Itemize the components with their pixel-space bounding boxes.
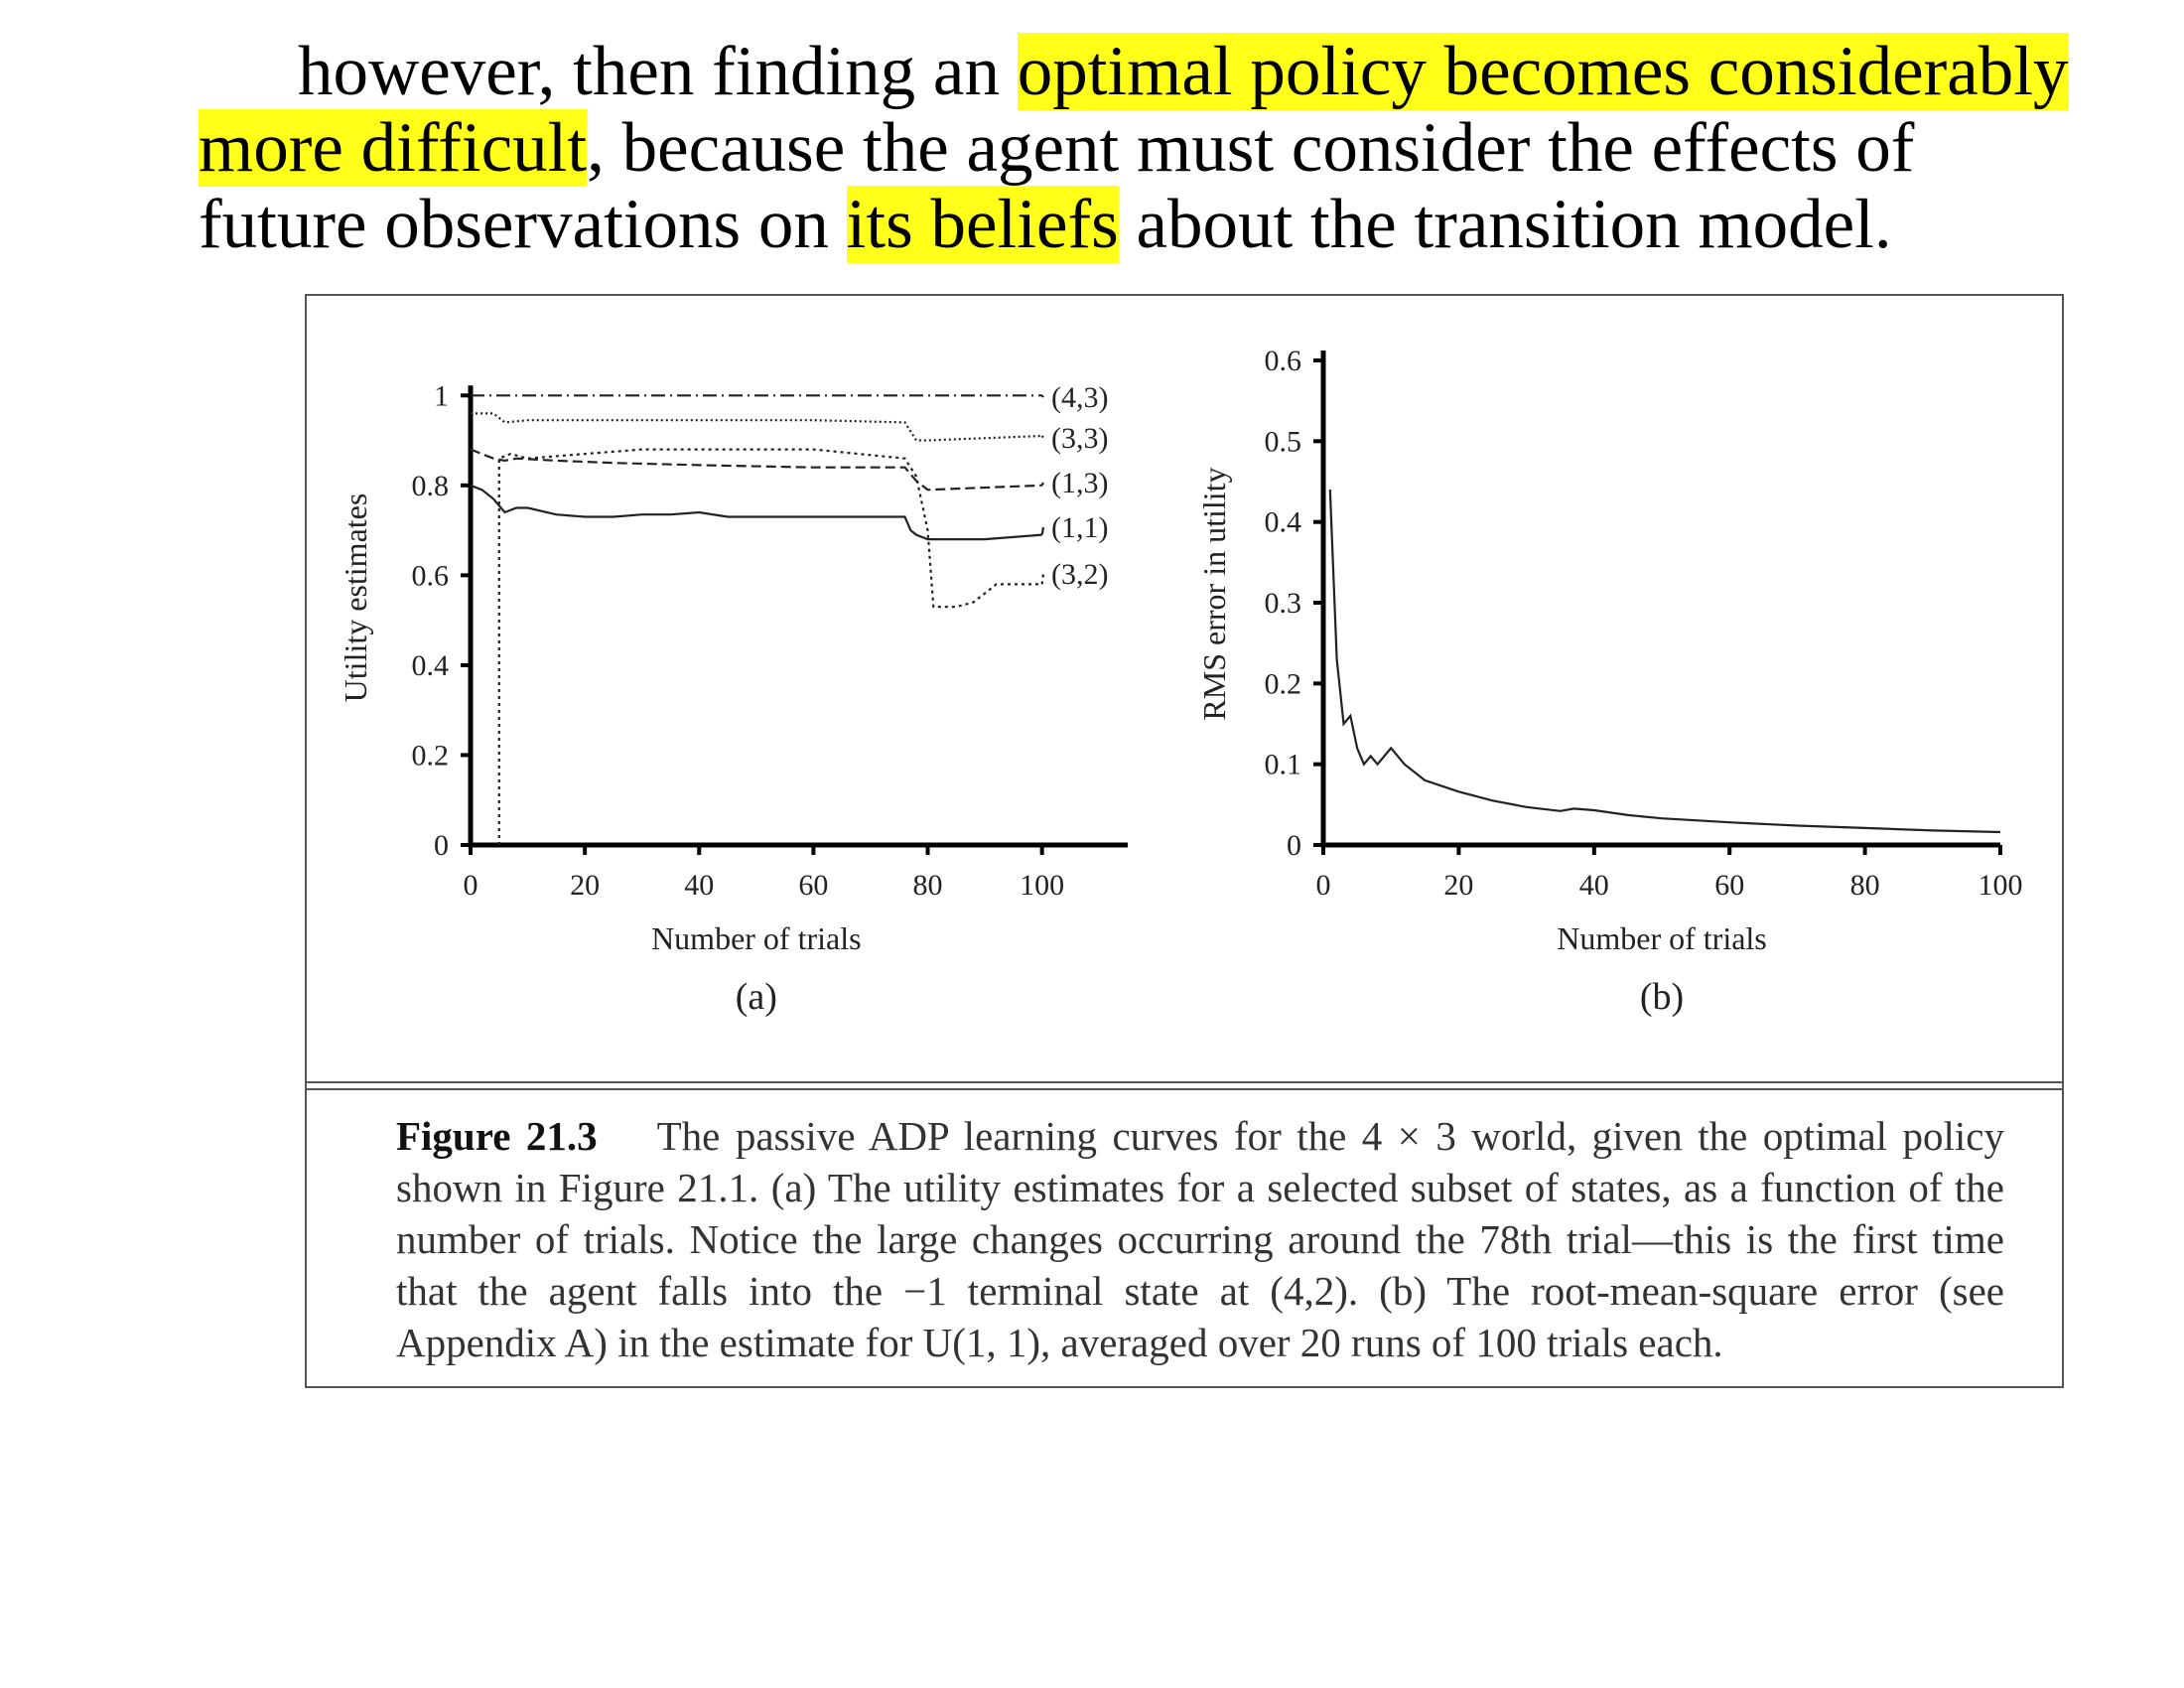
x-tick-label: 80 bbox=[1850, 869, 1880, 902]
series-line bbox=[470, 484, 1042, 541]
axis-lines bbox=[1320, 351, 2000, 848]
figure-caption: Figure 21.3 The passive ADP learning curv… bbox=[396, 1110, 2004, 1368]
x-tick-label: 20 bbox=[570, 869, 600, 902]
series-line bbox=[497, 448, 1042, 845]
x-tick-label: 100 bbox=[1020, 869, 1064, 902]
intro-paragraph: however, then finding an optimal policy … bbox=[199, 33, 2085, 263]
panel-label: (a) bbox=[736, 976, 777, 1018]
y-tick-label: 0.3 bbox=[1265, 587, 1302, 620]
figure-plots: 0 0.2 0.4 0.6 0.8 1 0 20 40 60 80 100 Number of tria… bbox=[338, 345, 2023, 1018]
legend-leader bbox=[1040, 482, 1044, 487]
axis-lines bbox=[468, 385, 1128, 848]
x-tick-label: 40 bbox=[684, 869, 714, 902]
series-label: (3,2) bbox=[1051, 558, 1108, 591]
intro-line-3: future observations on its beliefs about… bbox=[199, 186, 2085, 263]
x-tick-label: 60 bbox=[1714, 869, 1744, 902]
legend-leader bbox=[1040, 573, 1045, 585]
series-line bbox=[1328, 490, 2001, 834]
y-axis-label: Utility estimates bbox=[338, 493, 373, 703]
caption-text: The passive ADP learning curves for the … bbox=[396, 1113, 2004, 1365]
intro-line-1: however, then finding an optimal policy … bbox=[199, 33, 2085, 110]
y-tick-label: 0.5 bbox=[1265, 425, 1302, 458]
series-line bbox=[471, 412, 1042, 442]
intro-text: , because the agent must consider the ef… bbox=[587, 109, 1915, 187]
y-tick-label: 0 bbox=[434, 829, 449, 862]
x-tick-label: 60 bbox=[798, 869, 828, 902]
legend-leader bbox=[1040, 394, 1044, 398]
intro-text: future observations on bbox=[199, 186, 847, 263]
y-tick-label: 0.1 bbox=[1265, 749, 1302, 781]
legend-leader bbox=[1040, 435, 1044, 439]
series-label: (1,1) bbox=[1051, 511, 1108, 544]
intro-line-2: more difficult, because the agent must c… bbox=[199, 109, 2085, 187]
legend-leader bbox=[1040, 526, 1045, 535]
y-tick-label: 0 bbox=[1287, 829, 1301, 862]
x-tick-label: 40 bbox=[1579, 869, 1609, 902]
highlighted-text: optimal policy becomes considerably bbox=[1017, 33, 2069, 110]
y-tick-label: 0.8 bbox=[412, 470, 450, 502]
y-tick-label: 0.4 bbox=[412, 649, 450, 682]
y-tick-label: 0.4 bbox=[1265, 506, 1302, 539]
x-tick-label: 0 bbox=[1316, 869, 1331, 902]
highlighted-text: its beliefs bbox=[846, 186, 1119, 263]
series-label: (3,3) bbox=[1051, 422, 1108, 455]
y-tick-label: 0.6 bbox=[412, 559, 450, 592]
figure-divider bbox=[307, 1081, 2062, 1090]
x-tick-label: 100 bbox=[1979, 869, 2023, 902]
y-tick-label: 0.2 bbox=[412, 739, 450, 772]
figure-box: 0 0.2 0.4 0.6 0.8 1 0 20 40 60 80 100 Number of tria… bbox=[305, 294, 2064, 1388]
series-label: (1,3) bbox=[1051, 467, 1108, 499]
x-tick-label: 80 bbox=[913, 869, 943, 902]
y-tick-label: 0.2 bbox=[1265, 667, 1302, 700]
figure-label: Figure 21.3 bbox=[396, 1113, 598, 1159]
intro-text: about the transition model. bbox=[1118, 186, 1892, 263]
x-tick-label: 20 bbox=[1443, 869, 1473, 902]
series-label: (4,3) bbox=[1051, 381, 1108, 414]
intro-text: however, then finding an bbox=[298, 33, 1018, 110]
x-axis-label: Number of trials bbox=[1557, 920, 1767, 956]
highlighted-text: more difficult bbox=[199, 109, 588, 187]
panel-label: (b) bbox=[1640, 976, 1684, 1018]
x-tick-label: 0 bbox=[464, 869, 478, 902]
y-tick-label: 1 bbox=[434, 379, 449, 412]
y-tick-label: 0.6 bbox=[1265, 345, 1302, 377]
x-axis-label: Number of trials bbox=[651, 920, 862, 956]
y-axis-label: RMS error in utility bbox=[1196, 467, 1232, 720]
